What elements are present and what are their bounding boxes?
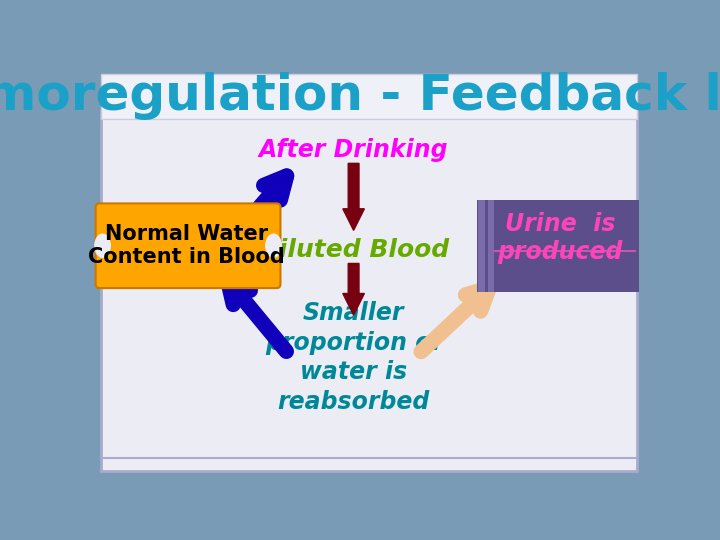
Text: Normal Water
Content in Blood: Normal Water Content in Blood	[88, 224, 285, 267]
Text: Diluted Blood: Diluted Blood	[258, 238, 449, 261]
Ellipse shape	[95, 234, 110, 257]
FancyBboxPatch shape	[96, 204, 281, 288]
Text: Urine  is
produced: Urine is produced	[498, 212, 623, 264]
FancyArrow shape	[343, 164, 364, 231]
Text: Smaller
proportion of
water is
reabsorbed: Smaller proportion of water is reabsorbe…	[265, 301, 442, 414]
FancyBboxPatch shape	[477, 200, 639, 292]
Text: After Drinking: After Drinking	[259, 138, 449, 161]
FancyBboxPatch shape	[101, 74, 637, 119]
FancyBboxPatch shape	[478, 200, 485, 292]
FancyBboxPatch shape	[101, 111, 637, 471]
FancyBboxPatch shape	[487, 200, 494, 292]
FancyArrow shape	[343, 264, 364, 315]
Ellipse shape	[266, 234, 282, 257]
Text: Osmoregulation - Feedback loop: Osmoregulation - Feedback loop	[0, 72, 720, 120]
